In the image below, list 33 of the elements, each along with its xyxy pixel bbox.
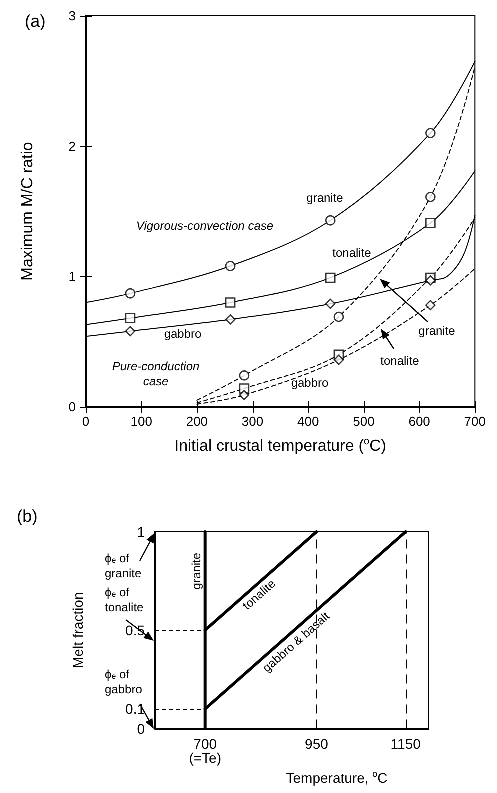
chart-title: (a) — [25, 12, 46, 31]
x-tick-label: 0 — [82, 414, 90, 429]
x-tick-label: 600 — [408, 414, 430, 429]
y-tick-label: 2 — [68, 138, 76, 154]
x-tick-label: 950 — [305, 736, 329, 752]
y-tick-label: 1 — [68, 269, 76, 284]
chart-title: (b) — [17, 507, 38, 526]
y-axis-title: Maximum M/C ratio — [20, 142, 36, 281]
y-axis-title: Melt fraction — [70, 592, 86, 668]
annotation: tonalite — [380, 354, 420, 368]
text: ϕe of granite — [105, 552, 142, 580]
y-tick-label: 1 — [137, 524, 146, 540]
x-tick-label: 700 — [464, 414, 486, 429]
x-tick-label: 300 — [242, 414, 264, 429]
annotation: gabbro — [164, 327, 202, 341]
text: granite — [189, 552, 204, 590]
x-tick-label: 1150 — [390, 736, 422, 752]
x-tick-label: 100 — [130, 414, 152, 429]
annotation: granite — [306, 191, 344, 205]
annotation: granite — [418, 324, 456, 338]
annotation: Pure-conduction case — [112, 360, 200, 388]
y-tick-label: 0 — [137, 720, 146, 737]
y-tick-label: 0 — [68, 400, 76, 414]
annotation: gabbro — [291, 376, 330, 390]
text: ϕe of gabbro — [105, 668, 143, 696]
x-tick-label: 400 — [298, 414, 320, 429]
x-tick-label: 500 — [353, 414, 375, 429]
text: ϕe of tonalite — [105, 586, 144, 614]
y-tick-label: 3 — [68, 8, 76, 24]
x-tick-label: 200 — [186, 414, 208, 429]
annotation: Vigorous-convection case — [136, 219, 274, 233]
x-tick-label: 700 (=Te) — [189, 736, 222, 766]
annotation: tonalite — [332, 246, 372, 260]
